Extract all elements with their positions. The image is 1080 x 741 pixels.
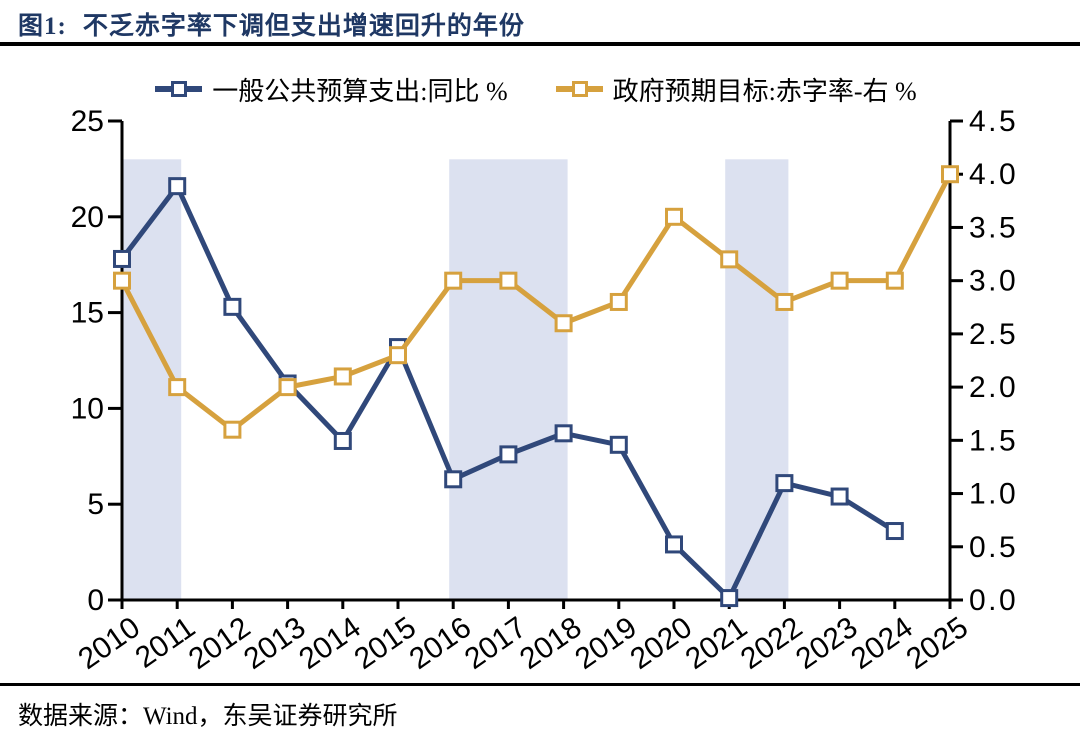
legend-square-marker-icon [571,81,588,97]
data-series [113,165,959,608]
highlight-band [449,159,568,600]
legend-item-1: 政府预期目标:赤字率-右 % [555,71,917,108]
data-point-marker [168,177,187,196]
right-tick-label: 4.5 [969,105,1018,138]
data-point-marker [885,271,904,290]
data-point-marker [720,589,739,608]
data-point-marker [499,445,518,464]
data-point-marker [609,435,628,454]
chart-legend: 一般公共预算支出:同比 % 政府预期目标:赤字率-右 % [122,72,950,106]
axes [108,119,963,609]
x-tick-label: 2025 [900,611,974,676]
legend-square-marker-icon [171,81,188,97]
right-tick-label: 4.0 [969,158,1018,191]
figure-label: 图1: [18,13,67,40]
data-point-marker [720,250,739,269]
source-note: 数据来源：Wind，东吴证券研究所 [18,703,398,730]
data-point-marker [885,522,904,541]
data-point-marker [444,271,463,290]
data-point-marker [168,378,187,397]
data-point-marker [278,378,297,397]
legend-label: 一般公共预算支出:同比 % [212,76,508,106]
data-point-marker [830,487,849,506]
left-tick-label: 25 [71,105,104,138]
data-point-marker [775,474,794,493]
data-point-marker [113,271,131,290]
data-point-marker [830,271,849,290]
data-point-marker [609,292,628,311]
left-tick-label: 5 [87,488,104,521]
data-point-marker [333,367,352,386]
data-point-marker [665,535,683,554]
left-tick-label: 10 [71,392,104,425]
right-tick-label: 2.5 [969,318,1018,351]
right-tick-label: 1.0 [969,478,1018,511]
legend-line-marker-icon [555,81,603,97]
data-point-marker [554,424,573,443]
left-tick-label: 0 [87,584,104,617]
chart-title: 图1: 不乏赤字率下调但支出增速回升的年份 [18,6,525,42]
data-point-marker [113,249,131,268]
data-point-marker [499,271,518,290]
series-line-1 [119,173,953,433]
data-point-marker [775,292,794,311]
right-tick-label: 3.0 [969,265,1018,298]
figure-title-text: 不乏赤字率下调但支出增速回升的年份 [82,13,525,40]
source-divider [0,683,1080,686]
data-point-marker [554,314,573,333]
right-tick-label: 0.5 [969,531,1018,564]
right-tick-label: 3.5 [969,211,1018,244]
data-point-marker [223,420,242,439]
data-point-marker [444,470,463,489]
right-tick-label: 0.0 [969,584,1018,617]
data-point-marker [223,297,242,316]
legend-line-marker-icon [155,81,203,97]
right-tick-label: 1.5 [969,424,1018,457]
highlight-band [725,159,789,600]
data-point-marker [389,346,407,365]
legend-label: 政府预期目标:赤字率-右 % [612,76,917,106]
left-tick-label: 15 [71,297,104,330]
data-point-marker [333,431,352,450]
right-tick-label: 2.0 [969,371,1018,404]
title-divider [0,42,1080,46]
left-tick-label: 20 [71,201,104,234]
legend-item-0: 一般公共预算支出:同比 % [155,71,508,108]
data-point-marker [941,165,959,184]
data-point-marker [665,207,683,226]
